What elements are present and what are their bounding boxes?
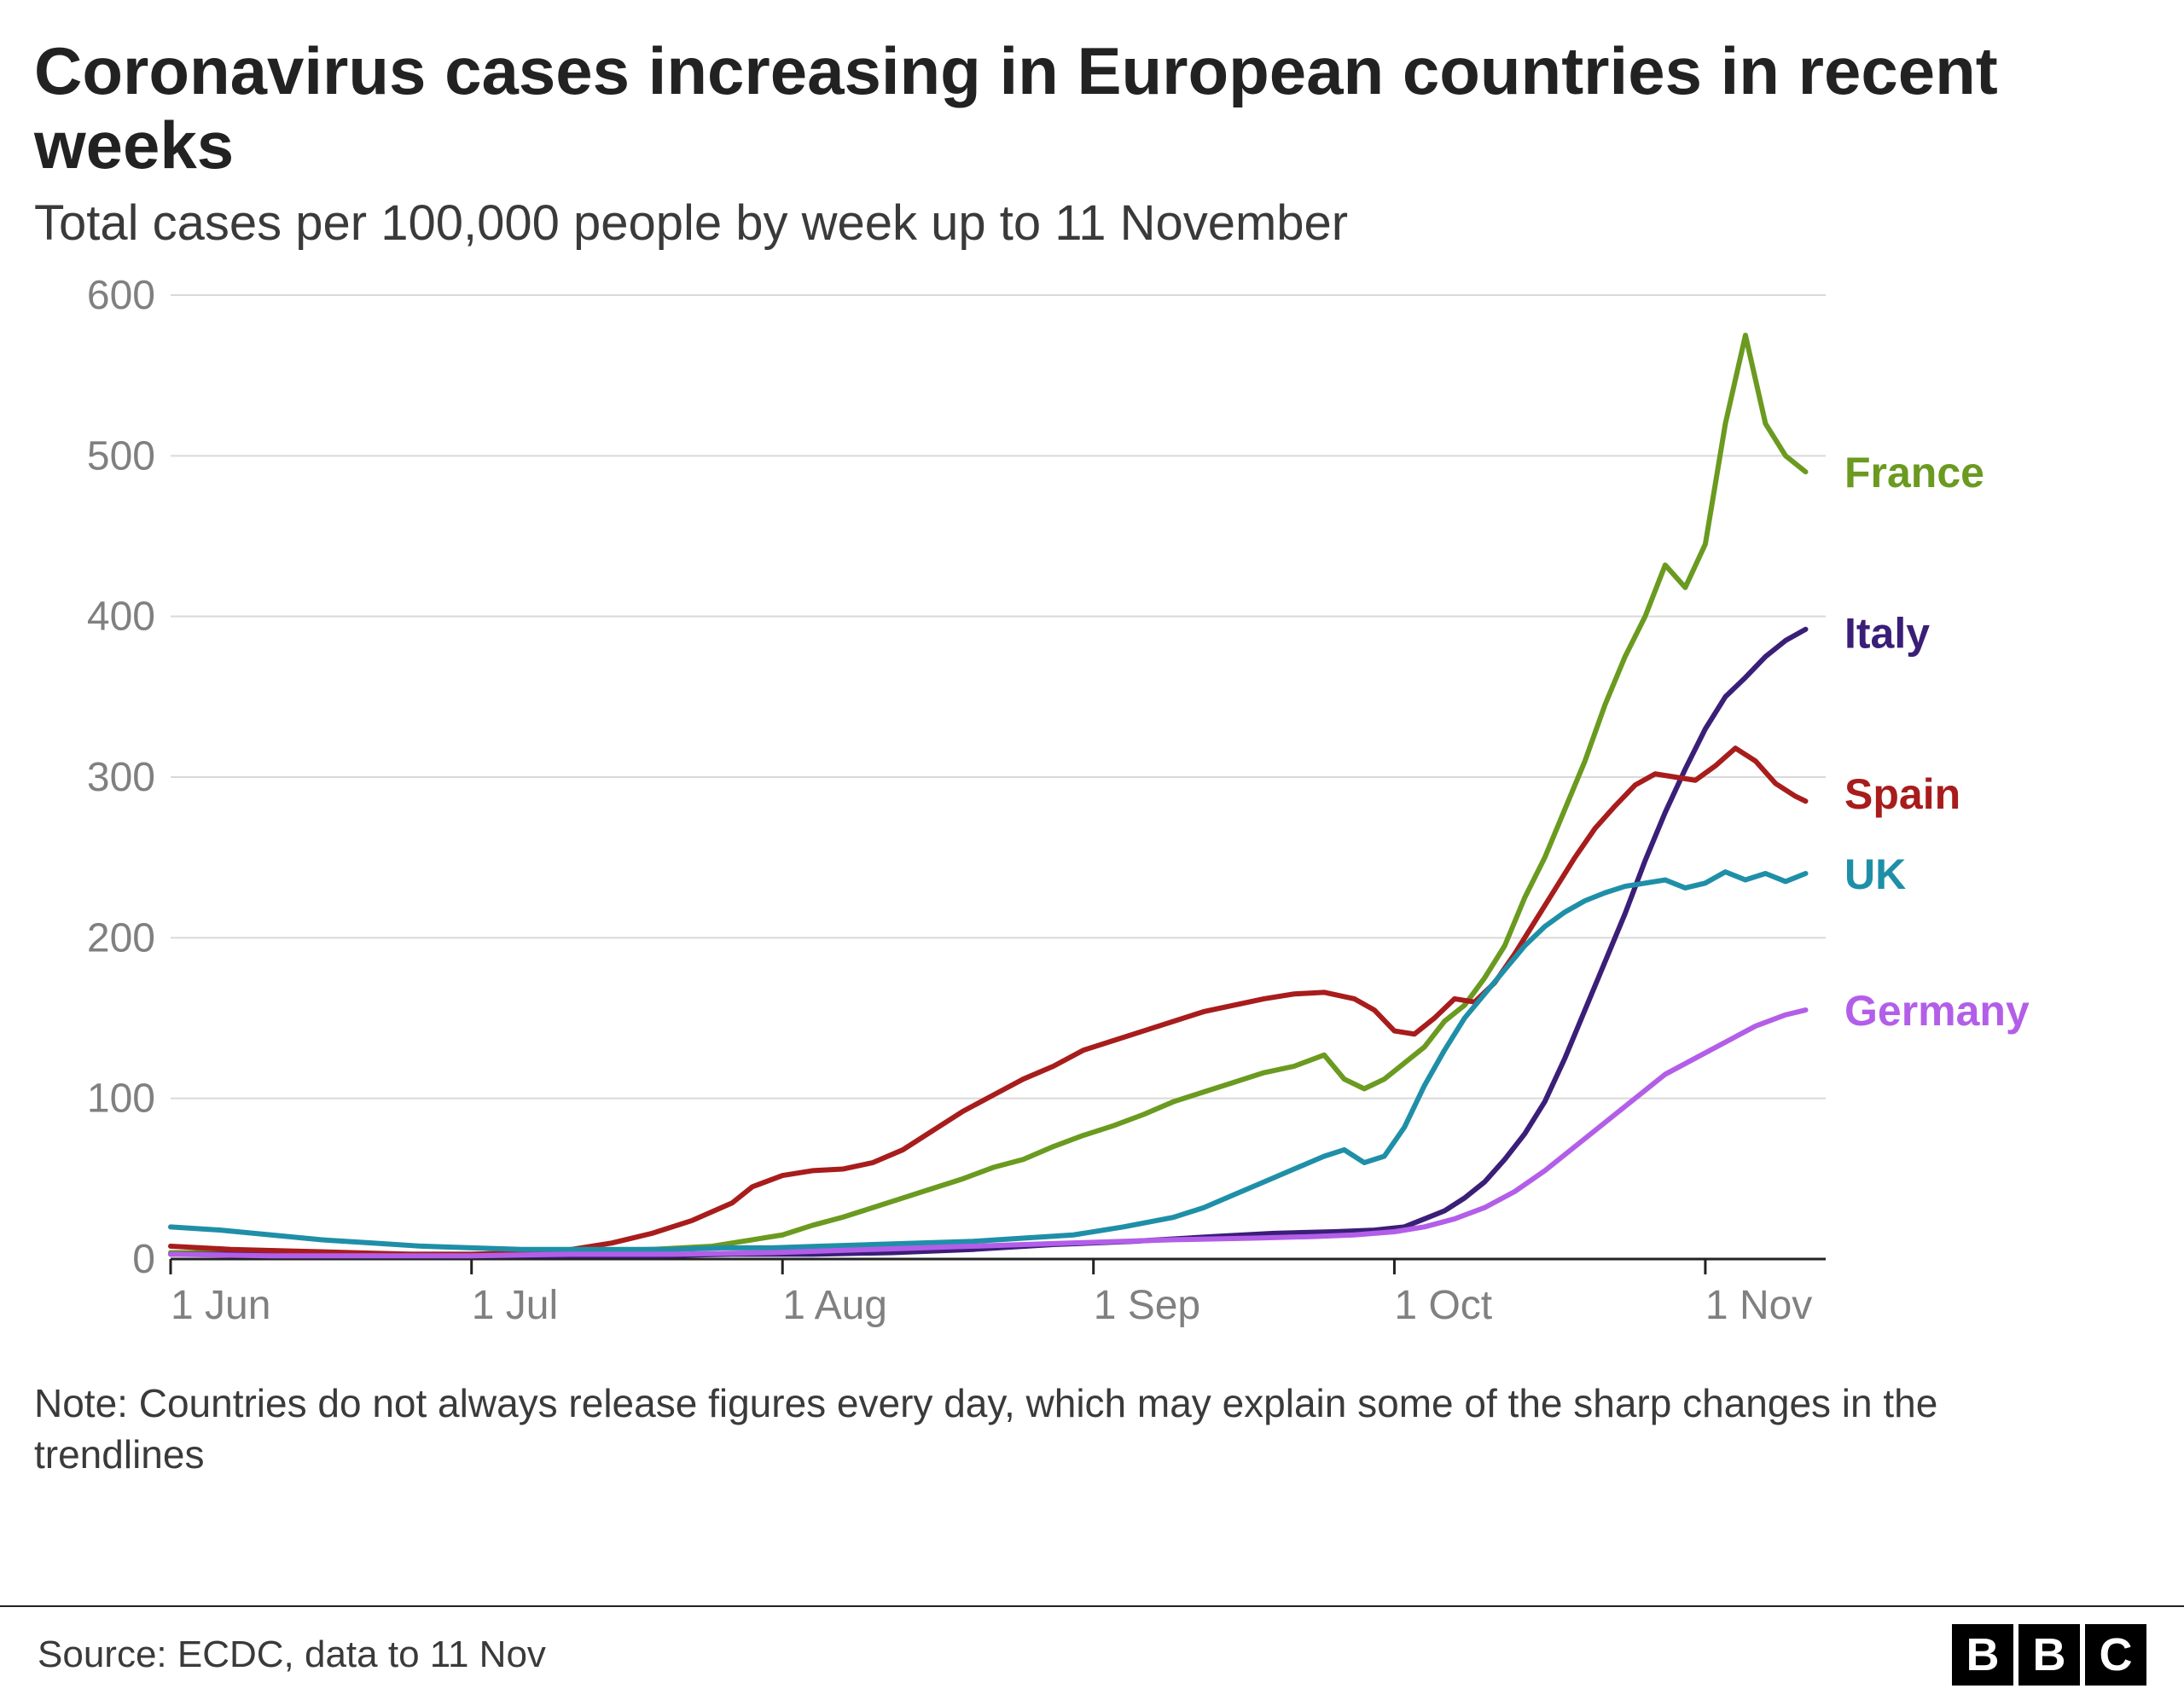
x-tick-label: 1 Jul [472, 1283, 558, 1328]
y-tick-label: 200 [87, 916, 155, 961]
series-label-italy: Italy [1844, 610, 1930, 658]
y-tick-label: 600 [87, 278, 155, 318]
series-label-spain: Spain [1844, 770, 1960, 818]
bbc-logo-box: B [1952, 1624, 2013, 1686]
source-text: Source: ECDC, data to 11 Nov [38, 1633, 546, 1676]
bbc-logo-box: C [2085, 1624, 2146, 1686]
series-line-germany [171, 1010, 1805, 1256]
plot-area: 0 100 200 300 400 500 600 1 Jun 1 Jul 1 Aug 1 Sep 1… [34, 278, 2150, 1353]
bbc-logo-box: B [2018, 1624, 2080, 1686]
chart-container: Coronavirus cases increasing in European… [0, 0, 2184, 1706]
chart-title: Coronavirus cases increasing in European… [34, 34, 2150, 183]
x-tick-label: 1 Oct [1394, 1283, 1492, 1328]
y-tick-label: 300 [87, 755, 155, 800]
series-line-uk [171, 872, 1805, 1250]
y-tick-label: 0 [132, 1237, 155, 1282]
chart-subtitle: Total cases per 100,000 people by week u… [34, 194, 2150, 253]
chart-footnote: Note: Countries do not always release fi… [34, 1378, 2150, 1481]
x-tick-label: 1 Aug [782, 1283, 887, 1328]
line-chart-svg: 0 100 200 300 400 500 600 1 Jun 1 Jul 1 Aug 1 Sep 1… [34, 278, 2150, 1353]
x-tick-label: 1 Nov [1705, 1283, 1812, 1328]
y-tick-label: 400 [87, 595, 155, 640]
x-tick-label: 1 Sep [1094, 1283, 1200, 1328]
series-label-germany: Germany [1844, 987, 2030, 1035]
bbc-logo: BBC [1952, 1624, 2146, 1686]
y-tick-label: 100 [87, 1076, 155, 1122]
y-tick-label: 500 [87, 434, 155, 479]
chart-footer: Source: ECDC, data to 11 Nov BBC [0, 1605, 2184, 1706]
series-line-france [171, 335, 1805, 1254]
series-line-italy [171, 630, 1805, 1256]
series-label-france: France [1844, 449, 1984, 496]
series-label-uk: UK [1844, 850, 1906, 898]
x-tick-label: 1 Jun [171, 1283, 270, 1328]
